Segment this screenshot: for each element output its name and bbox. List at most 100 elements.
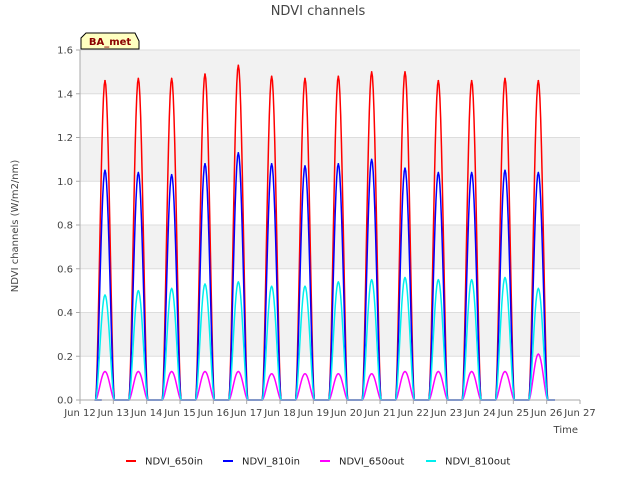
x-tick-label: Jun 12 <box>63 408 96 419</box>
x-tick-label: Jun 19 <box>297 408 330 419</box>
data-point-ndvi-650in <box>270 75 273 78</box>
plot-band <box>80 50 580 94</box>
data-point-ndvi-650out <box>537 353 540 355</box>
site-badge-shape <box>80 32 140 50</box>
data-point-ndvi-650in <box>237 64 240 67</box>
data-point-ndvi-810in <box>204 162 206 165</box>
site-badge-label: BA_met <box>89 37 132 48</box>
x-tick-label: Jun 13 <box>97 408 130 419</box>
data-point-ndvi-650out <box>270 372 273 375</box>
data-point-ndvi-810in <box>237 152 240 154</box>
site-badge: BA_met <box>80 32 140 50</box>
data-point-ndvi-650in <box>337 75 340 78</box>
x-tick-label: Jun 18 <box>263 408 296 419</box>
data-point-ndvi-650out <box>137 370 140 373</box>
y-tick-label: 0.8 <box>57 221 73 232</box>
data-point-ndvi-810out <box>537 287 540 290</box>
data-point-ndvi-810out <box>104 294 106 296</box>
data-point-ndvi-650out <box>370 372 373 375</box>
data-point-ndvi-810in <box>404 167 406 169</box>
data-point-ndvi-650out <box>337 372 340 375</box>
y-tick-label: 1.0 <box>57 177 73 188</box>
y-tick-label: 1.6 <box>57 46 73 57</box>
y-tick-label: 0.4 <box>57 308 73 319</box>
x-tick-label: Jun 25 <box>497 408 530 419</box>
plot-band <box>80 268 580 313</box>
data-point-ndvi-810out <box>504 276 506 279</box>
data-point-ndvi-650in <box>504 77 506 80</box>
x-tick-label: Jun 16 <box>197 408 230 419</box>
data-point-ndvi-810in <box>437 171 440 174</box>
data-point-ndvi-810in <box>504 169 506 172</box>
x-tick-label: Jun 24 <box>463 408 496 419</box>
data-point-ndvi-810in <box>270 162 273 165</box>
y-tick-label: 0.6 <box>57 264 73 275</box>
x-tick-label: Jun 22 <box>397 408 430 419</box>
data-point-ndvi-650out <box>437 370 440 373</box>
data-point-ndvi-650out <box>470 370 473 373</box>
data-point-ndvi-810out <box>437 278 440 281</box>
data-point-ndvi-650in <box>137 77 140 80</box>
data-point-ndvi-810out <box>470 278 473 281</box>
x-axis-label: Time <box>553 425 578 436</box>
data-point-ndvi-650out <box>404 370 406 373</box>
data-point-ndvi-810out <box>204 283 206 285</box>
data-point-ndvi-810in <box>137 171 140 174</box>
data-point-ndvi-810in <box>370 158 373 161</box>
plot-band <box>80 93 580 138</box>
x-tick-label: Jun 15 <box>163 408 196 419</box>
data-point-ndvi-650in <box>437 79 440 82</box>
data-point-ndvi-810in <box>470 171 473 174</box>
legend-label: NDVI_810in <box>242 457 300 468</box>
data-point-ndvi-810in <box>537 171 540 174</box>
x-tick-label: Jun 26 <box>530 408 563 419</box>
data-point-ndvi-810out <box>370 278 373 281</box>
data-point-ndvi-650in <box>404 71 406 73</box>
x-tick-label: Jun 14 <box>130 408 163 419</box>
chart-title: NDVI channels <box>271 4 366 19</box>
data-point-ndvi-810in <box>104 169 106 172</box>
legend-label: NDVI_810out <box>445 457 510 468</box>
legend: NDVI_650in NDVI_810in NDVI_650out NDVI_810o… <box>126 457 510 468</box>
data-point-ndvi-810out <box>237 281 240 283</box>
data-point-ndvi-650out <box>104 370 106 373</box>
data-point-ndvi-810out <box>304 285 306 288</box>
y-tick-label: 1.2 <box>57 133 73 144</box>
plot-band <box>80 312 580 357</box>
plot-band <box>80 137 580 182</box>
data-point-ndvi-810in <box>304 165 306 167</box>
x-tick-label: Jun 21 <box>363 408 396 419</box>
x-tick-label: Jun 20 <box>330 408 363 419</box>
data-point-ndvi-810out <box>137 289 140 292</box>
data-point-ndvi-650out <box>504 370 506 373</box>
data-point-ndvi-810out <box>170 287 173 290</box>
data-point-ndvi-650out <box>204 370 206 373</box>
data-point-ndvi-810out <box>404 276 406 279</box>
data-point-ndvi-810in <box>170 173 173 176</box>
plot-band <box>80 181 580 225</box>
data-point-ndvi-650in <box>104 79 106 82</box>
y-tick-label: 0.0 <box>57 396 73 407</box>
data-point-ndvi-650out <box>237 370 240 373</box>
x-tick-label: Jun 23 <box>430 408 463 419</box>
x-tick-label: Jun 27 <box>563 408 596 419</box>
y-tick-label: 0.2 <box>57 352 73 363</box>
legend-label: NDVI_650out <box>339 457 404 468</box>
y-axis-label: NDVI channels (W/m2/nm) <box>10 160 21 293</box>
data-point-ndvi-650in <box>204 73 206 75</box>
plot-band <box>80 225 580 269</box>
data-point-ndvi-810out <box>270 285 273 288</box>
data-point-ndvi-650in <box>170 77 173 80</box>
data-point-ndvi-650out <box>304 372 306 375</box>
x-tick-label: Jun 17 <box>230 408 263 419</box>
legend-label: NDVI_650in <box>145 457 203 468</box>
y-tick-label: 1.4 <box>57 89 73 100</box>
data-point-ndvi-650in <box>370 71 373 73</box>
data-point-ndvi-810in <box>337 162 340 165</box>
data-point-ndvi-650in <box>537 79 540 82</box>
data-point-ndvi-650out <box>170 370 173 373</box>
data-point-ndvi-810out <box>337 281 340 283</box>
plot-background-bands <box>80 50 580 400</box>
